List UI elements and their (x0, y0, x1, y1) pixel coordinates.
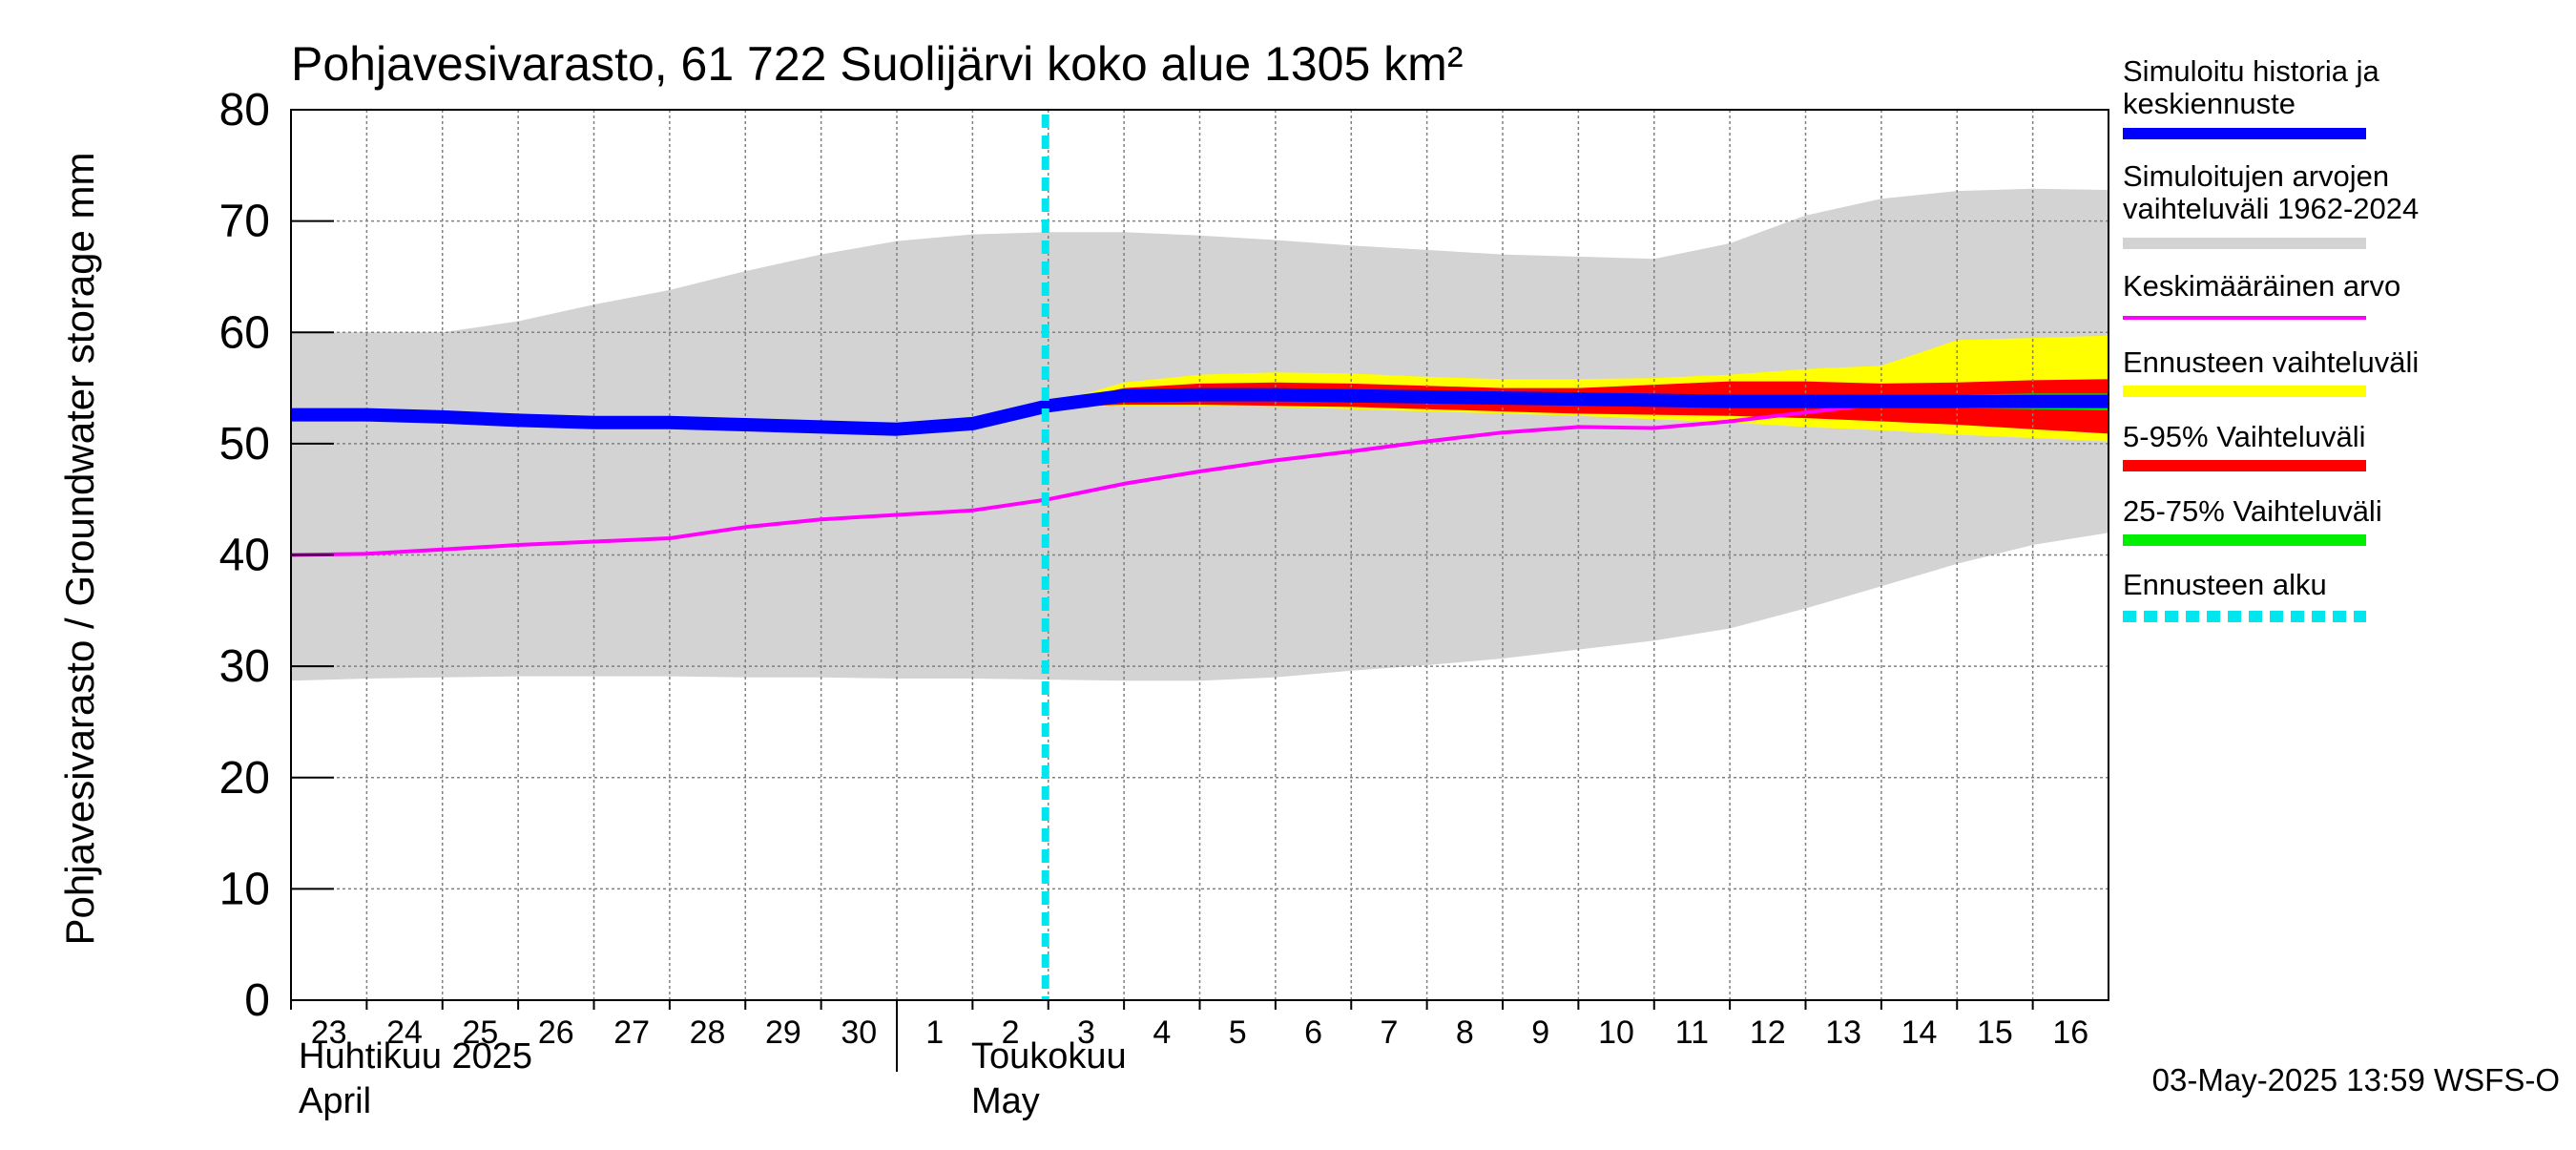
plot-area (290, 110, 2109, 1000)
x-tick-label: 12 (1750, 1014, 1786, 1051)
y-axis-label: Pohjavesivarasto / Groundwater storage m… (57, 152, 102, 945)
legend-label: 5-95% Vaihteluväli (2123, 420, 2365, 453)
y-tick-label: 20 (219, 753, 270, 804)
legend-label: 25-75% Vaihteluväli (2123, 494, 2382, 528)
y-tick-label: 80 (219, 85, 270, 136)
x-tick-label: 9 (1531, 1014, 1549, 1051)
x-tick-label: 13 (1825, 1014, 1861, 1051)
line-series-4 (290, 398, 2109, 557)
x-tick-label: 11 (1675, 1014, 1709, 1051)
x-tick-label: 30 (841, 1014, 877, 1051)
x-tick-label: 24 (386, 1014, 423, 1051)
x-tick-label: 7 (1380, 1014, 1398, 1051)
legend-label: keskiennuste (2123, 87, 2296, 120)
chart-title: Pohjavesivarasto, 61 722 Suolijärvi koko… (291, 37, 1463, 91)
x-tick-label: 16 (2052, 1014, 2088, 1051)
month-label-en: April (299, 1081, 371, 1121)
y-tick-label: 40 (219, 531, 270, 581)
x-tick-label: 10 (1598, 1014, 1634, 1051)
month-label-en: May (971, 1081, 1040, 1121)
x-tick-label: 3 (1077, 1014, 1095, 1051)
y-tick-label: 0 (244, 975, 270, 1026)
y-tick-label: 10 (219, 864, 270, 914)
month-label-fi: Toukokuu (971, 1036, 1127, 1077)
x-tick-label: 8 (1456, 1014, 1474, 1051)
x-tick-label: 23 (311, 1014, 347, 1051)
x-tick-label: 29 (765, 1014, 801, 1051)
y-tick-label: 50 (219, 419, 270, 470)
x-tick-label: 6 (1304, 1014, 1322, 1051)
legend-label: vaihteluväli 1962-2024 (2123, 192, 2419, 225)
legend-label: Simuloitujen arvojen (2123, 159, 2389, 193)
x-tick-label: 28 (690, 1014, 726, 1051)
x-tick-label: 2 (1002, 1014, 1020, 1051)
y-tick-label: 60 (219, 307, 270, 358)
x-tick-label: 14 (1901, 1014, 1938, 1051)
legend-label: Ennusteen vaihteluväli (2123, 345, 2419, 379)
x-tick-label: 26 (538, 1014, 574, 1051)
x-tick-label: 4 (1153, 1014, 1171, 1051)
legend-label: Keskimääräinen arvo (2123, 269, 2400, 303)
month-label-fi: Huhtikuu 2025 (299, 1036, 532, 1077)
x-tick-label: 25 (463, 1014, 499, 1051)
line-series-5 (291, 387, 2109, 436)
footer-timestamp: 03-May-2025 13:59 WSFS-O (2152, 1062, 2560, 1098)
x-tick-label: 1 (925, 1014, 944, 1051)
x-tick-label: 15 (1977, 1014, 2013, 1051)
x-tick-label: 5 (1229, 1014, 1247, 1051)
x-tick-label: 27 (613, 1014, 650, 1051)
y-tick-label: 30 (219, 641, 270, 692)
legend-label: Simuloitu historia ja (2123, 54, 2380, 88)
legend-label: Ennusteen alku (2123, 568, 2327, 601)
y-tick-label: 70 (219, 197, 270, 247)
